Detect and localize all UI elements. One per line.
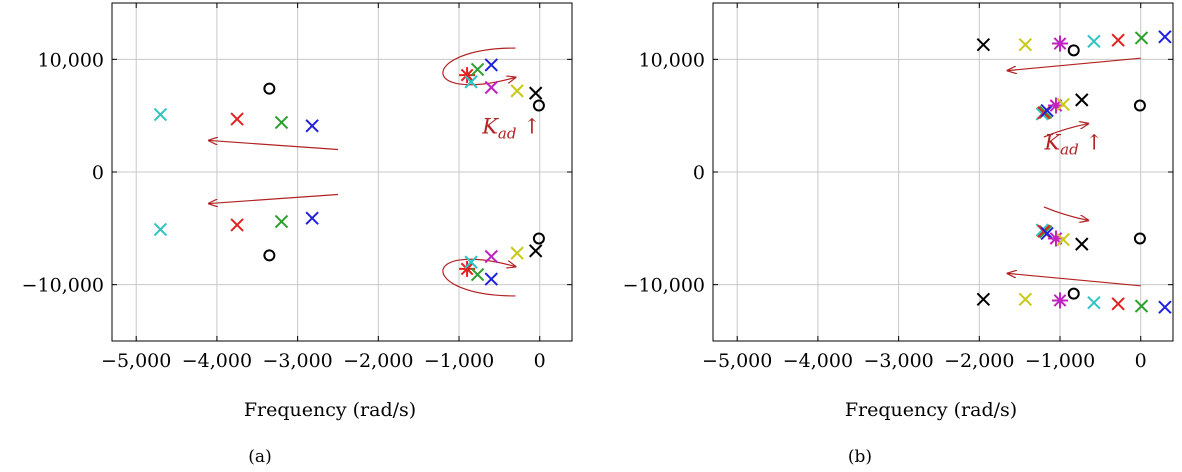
data-point-cross xyxy=(470,62,485,77)
x-tick-label: −2,000 xyxy=(343,350,413,372)
x-tick-label: 0 xyxy=(1135,350,1147,372)
trend-arrow xyxy=(209,140,339,151)
data-point-cross xyxy=(1056,232,1070,247)
x-tick-label: −5,000 xyxy=(702,350,772,372)
y-tick-label: 10,000 xyxy=(38,49,104,71)
x-tick-label: −2,000 xyxy=(944,350,1014,372)
data-point-cross xyxy=(1075,237,1089,251)
data-point-circle xyxy=(1067,287,1080,300)
x-tick-label: −5,000 xyxy=(101,350,171,372)
trend-arrow xyxy=(1008,273,1141,287)
y-tick-label: 10,000 xyxy=(639,49,705,71)
trend-arrow-curve xyxy=(442,258,516,297)
data-point-cross xyxy=(1158,30,1172,44)
trend-arrow-curve xyxy=(442,47,516,86)
kad-annotation: Kad ↑ xyxy=(481,115,541,143)
data-point-cross xyxy=(1087,295,1101,310)
data-point-cross xyxy=(484,249,499,264)
x-tick-label: −1,000 xyxy=(424,350,494,372)
trend-arrow-curve xyxy=(1043,124,1088,138)
data-point-circle xyxy=(1133,232,1146,245)
kad-main: K xyxy=(481,115,499,139)
kad-arrow: ↑ xyxy=(516,115,540,139)
x-tick-label: 0 xyxy=(534,350,546,372)
chart-panel-b: −5,000 −4,000 −3,000 −2,000 −1,000 0 −10,000 0 1… xyxy=(623,2,1174,467)
x-tick-label: −1,000 xyxy=(1025,350,1095,372)
data-point-circle xyxy=(263,249,276,262)
data-point-cross xyxy=(1075,93,1089,107)
kad-main: K xyxy=(1043,130,1061,154)
data-point-cross xyxy=(305,211,319,225)
panel-caption: (a) xyxy=(248,447,271,467)
data-point-circle xyxy=(1067,44,1080,57)
data-point-cross xyxy=(1111,33,1125,47)
data-point-cross xyxy=(528,244,543,258)
data-point-cross xyxy=(464,255,478,269)
trend-arrow-curve xyxy=(1043,206,1088,221)
data-point-cross xyxy=(1018,37,1033,52)
trend-arrow xyxy=(209,193,339,204)
data-point-cross xyxy=(230,112,244,126)
kad-annotation: Kad ↑ xyxy=(1043,130,1103,158)
data-point-cross xyxy=(976,37,991,52)
x-tick-label: −3,000 xyxy=(863,350,933,372)
x-axis-title: Frequency (rad/s) xyxy=(244,399,416,421)
data-point-cross xyxy=(510,246,524,260)
data-point-cross xyxy=(274,214,289,229)
data-point-cross xyxy=(510,84,524,98)
x-tick-label: −4,000 xyxy=(783,350,853,372)
data-point-cross xyxy=(484,80,499,95)
data-point-circle xyxy=(263,82,276,95)
data-point-star xyxy=(1052,35,1069,52)
y-tick-label: 0 xyxy=(92,162,104,184)
data-point-cross xyxy=(1158,300,1172,314)
data-point-cross xyxy=(153,107,168,122)
y-tick-label: 0 xyxy=(693,162,705,184)
data-point-cross xyxy=(274,115,289,130)
data-point-cross xyxy=(1040,103,1054,118)
kad-sub: ad xyxy=(498,125,517,143)
data-point-cross xyxy=(1040,226,1054,241)
data-point-star xyxy=(1052,292,1069,309)
y-tick-label: −10,000 xyxy=(22,275,104,297)
kad-arrow: ↑ xyxy=(1079,130,1103,154)
data-point-circle xyxy=(1133,99,1146,112)
data-point-cross xyxy=(153,222,168,237)
data-point-cross xyxy=(1056,97,1070,112)
data-point-cross xyxy=(528,86,543,100)
data-point-cross xyxy=(484,272,499,286)
data-point-cross xyxy=(305,119,319,133)
chart-panel-a: −5,000 −4,000 −3,000 −2,000 −1,000 0 −10,000 0 1… xyxy=(22,2,573,467)
data-point-circle xyxy=(532,232,545,245)
data-point-cross xyxy=(464,75,478,89)
x-tick-label: −4,000 xyxy=(182,350,252,372)
y-tick-label: −10,000 xyxy=(623,275,705,297)
x-tick-label: −3,000 xyxy=(262,350,332,372)
trend-arrow xyxy=(1008,57,1141,70)
data-point-cross xyxy=(484,58,499,72)
data-point-cross xyxy=(1087,34,1101,49)
panel-caption: (b) xyxy=(848,447,872,467)
data-point-cross xyxy=(1134,299,1149,313)
data-point-cross xyxy=(976,292,991,307)
data-point-cross xyxy=(1111,297,1125,311)
x-axis-title: Frequency (rad/s) xyxy=(845,399,1017,421)
data-point-cross xyxy=(230,218,244,232)
data-point-circle xyxy=(532,99,545,112)
kad-sub: ad xyxy=(1060,140,1079,158)
data-point-cross xyxy=(470,267,485,282)
data-point-cross xyxy=(1134,31,1149,45)
data-point-cross xyxy=(1018,292,1033,307)
